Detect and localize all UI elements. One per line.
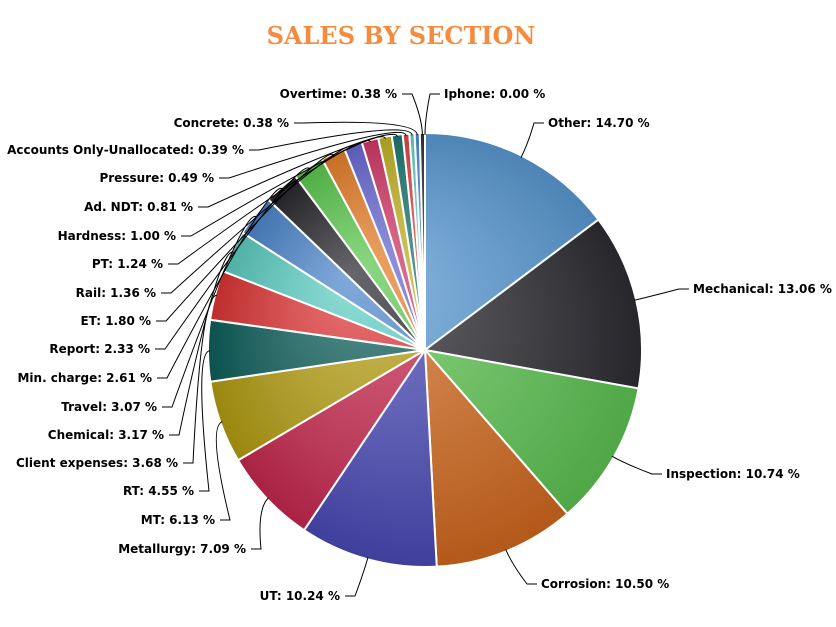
slice-label: Overtime: 0.38 % bbox=[280, 87, 397, 101]
leader-line bbox=[219, 131, 407, 179]
leader-line bbox=[215, 421, 231, 521]
slice-label: Travel: 3.07 % bbox=[61, 400, 157, 414]
leader-line bbox=[402, 93, 423, 136]
slice-label: Client expenses: 3.68 % bbox=[16, 456, 178, 470]
slice-label: Corrosion: 10.50 % bbox=[541, 577, 669, 591]
slice-label: Chemical: 3.17 % bbox=[48, 428, 164, 442]
leader-line bbox=[520, 122, 544, 158]
leader-line bbox=[198, 133, 398, 208]
slice-label: Metallurgy: 7.09 % bbox=[118, 542, 246, 556]
leader-line bbox=[634, 288, 689, 301]
leader-line bbox=[345, 557, 369, 597]
leader-line bbox=[169, 251, 234, 436]
leader-line bbox=[249, 129, 413, 151]
leader-line bbox=[157, 187, 283, 379]
slice-label: Report: 2.33 % bbox=[49, 342, 150, 356]
slice-label: Inspection: 10.74 % bbox=[666, 467, 800, 481]
slice-label: Rail: 1.36 % bbox=[76, 286, 156, 300]
leader-line bbox=[181, 136, 386, 237]
leader-line bbox=[199, 350, 211, 492]
slice-label: Pressure: 0.49 % bbox=[99, 171, 214, 185]
slice-label: RT: 4.55 % bbox=[123, 484, 194, 498]
leader-line bbox=[505, 549, 537, 585]
slice-label: Iphone: 0.00 % bbox=[444, 87, 545, 101]
leader-line bbox=[251, 497, 269, 550]
slice-label: ET: 1.80 % bbox=[80, 314, 151, 328]
leader-line bbox=[162, 215, 257, 408]
slice-label: Mechanical: 13.06 % bbox=[693, 282, 832, 296]
slice-label: Other: 14.70 % bbox=[548, 116, 650, 130]
slice-label: Concrete: 0.38 % bbox=[174, 116, 289, 130]
chart-title: SALES BY SECTION bbox=[267, 21, 536, 50]
leader-line bbox=[611, 455, 662, 475]
slice-label: Min. charge: 2.61 % bbox=[17, 371, 152, 385]
slice-label: Hardness: 1.00 % bbox=[58, 229, 176, 243]
slice-label: PT: 1.24 % bbox=[92, 257, 163, 271]
slice-label: MT: 6.13 % bbox=[141, 513, 215, 527]
leader-line bbox=[294, 121, 418, 136]
leader-line bbox=[155, 167, 310, 350]
slice-label: Accounts Only-Unallocated: 0.39 % bbox=[7, 143, 244, 157]
leader-line bbox=[424, 93, 440, 136]
slice-label: Ad. NDT: 0.81 % bbox=[84, 200, 193, 214]
slice-label: UT: 10.24 % bbox=[260, 589, 340, 603]
